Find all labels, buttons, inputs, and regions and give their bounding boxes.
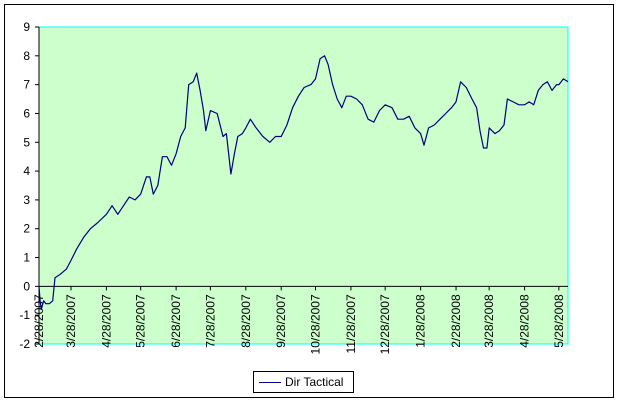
x-tick-label: 6/28/2007 <box>169 294 183 348</box>
x-tick-label: 10/28/2007 <box>308 294 322 354</box>
x-tick-label: 7/28/2007 <box>203 294 217 348</box>
y-tick-label: 6 <box>23 106 30 120</box>
y-tick-label: 4 <box>23 164 30 178</box>
x-tick-label: 1/28/2008 <box>414 294 428 348</box>
y-tick-label: 0 <box>23 279 30 293</box>
x-tick-label: 12/28/2007 <box>378 294 392 354</box>
y-tick-label: 3 <box>23 193 30 207</box>
y-tick-label: 7 <box>23 78 30 92</box>
x-tick-label: 5/28/2008 <box>552 294 566 348</box>
x-tick-label: 8/28/2007 <box>239 294 253 348</box>
y-tick-label: 8 <box>23 49 30 63</box>
x-tick-label: 2/28/2007 <box>32 294 46 348</box>
y-tick-label: -1 <box>19 308 30 322</box>
y-tick-label: 5 <box>23 135 30 149</box>
legend: Dir Tactical <box>253 371 354 393</box>
x-tick-label: 3/28/2007 <box>64 294 78 348</box>
y-axis: -2 -1 0 1 2 3 4 5 6 7 8 9 <box>19 20 40 351</box>
x-axis: 2/28/2007 3/28/2007 4/28/2007 5/28/2007 6/28… <box>32 285 568 354</box>
x-tick-label: 9/28/2007 <box>274 294 288 348</box>
x-tick-label: 3/28/2008 <box>482 294 496 348</box>
y-tick-label: 1 <box>23 251 30 265</box>
plot-background <box>38 26 569 345</box>
legend-swatch <box>259 381 281 383</box>
x-tick-label: 4/28/2007 <box>99 294 113 348</box>
series-line-dir-tactical <box>38 55 569 310</box>
series-group <box>38 55 569 310</box>
y-tick-label: 2 <box>23 222 30 236</box>
x-tick-label: 4/28/2008 <box>518 294 532 348</box>
y-tick-label: -2 <box>19 337 30 351</box>
legend-label: Dir Tactical <box>285 375 344 389</box>
x-tick-label: 2/28/2008 <box>449 294 463 348</box>
y-tick-label: 9 <box>23 20 30 34</box>
x-tick-label: 5/28/2007 <box>134 294 148 348</box>
x-tick-label: 11/28/2007 <box>344 294 358 353</box>
